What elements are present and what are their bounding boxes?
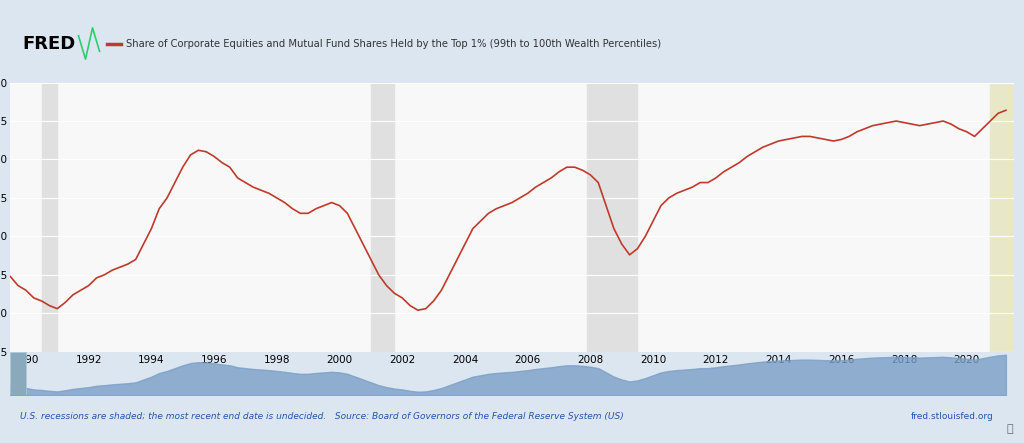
FancyBboxPatch shape [10, 352, 26, 395]
Text: FRED: FRED [23, 35, 76, 53]
Text: U.S. recessions are shaded; the most recent end date is undecided.   Source: Boa: U.S. recessions are shaded; the most rec… [20, 412, 624, 421]
Text: fred.stlouisfed.org: fred.stlouisfed.org [911, 412, 993, 421]
Text: ⤢: ⤢ [1007, 424, 1013, 434]
Bar [990, 82, 1014, 352]
Bar [587, 82, 637, 352]
Text: Share of Corporate Equities and Mutual Fund Shares Held by the Top 1% (99th to 1: Share of Corporate Equities and Mutual F… [126, 39, 660, 48]
Bar [42, 82, 57, 352]
Bar [371, 82, 394, 352]
